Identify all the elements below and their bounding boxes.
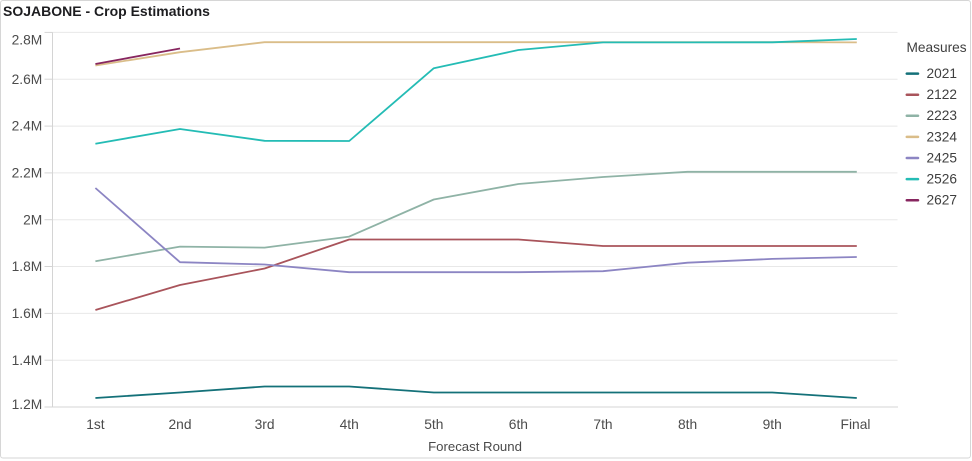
svg-text:Forecast Round: Forecast Round <box>428 439 522 454</box>
svg-text:2.6M: 2.6M <box>12 72 43 87</box>
svg-text:Measures: Measures <box>907 40 967 55</box>
svg-text:1.2M: 1.2M <box>12 397 43 412</box>
svg-text:2324: 2324 <box>927 129 958 144</box>
svg-text:1st: 1st <box>86 417 105 432</box>
svg-text:2nd: 2nd <box>168 417 191 432</box>
svg-text:3rd: 3rd <box>255 417 275 432</box>
svg-text:1.8M: 1.8M <box>12 259 43 274</box>
svg-text:5th: 5th <box>424 417 443 432</box>
svg-text:2627: 2627 <box>927 193 957 208</box>
svg-text:2.2M: 2.2M <box>12 166 43 181</box>
svg-text:Final: Final <box>841 417 871 432</box>
svg-text:1.6M: 1.6M <box>12 306 43 321</box>
svg-text:4th: 4th <box>340 417 359 432</box>
svg-text:2425: 2425 <box>927 150 958 165</box>
svg-text:SOJABONE - Crop Estimations: SOJABONE - Crop Estimations <box>3 3 210 19</box>
svg-text:9th: 9th <box>763 417 782 432</box>
svg-text:2021: 2021 <box>927 66 957 81</box>
svg-text:2223: 2223 <box>927 108 958 123</box>
svg-text:2M: 2M <box>23 212 42 227</box>
svg-text:7th: 7th <box>593 417 612 432</box>
svg-text:2.4M: 2.4M <box>12 119 43 134</box>
svg-text:8th: 8th <box>678 417 697 432</box>
svg-text:2.8M: 2.8M <box>12 32 43 47</box>
svg-text:2122: 2122 <box>927 87 957 102</box>
svg-text:2526: 2526 <box>927 172 958 187</box>
svg-text:1.4M: 1.4M <box>12 353 43 368</box>
svg-text:6th: 6th <box>509 417 528 432</box>
